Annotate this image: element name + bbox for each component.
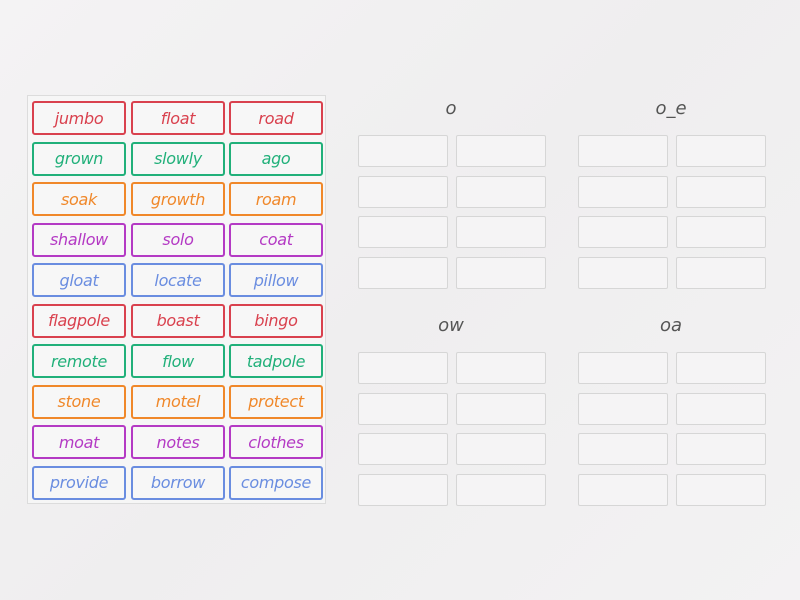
drop-slot[interactable] [578, 135, 668, 167]
word-card-tadpole[interactable]: tadpole [229, 344, 323, 378]
drop-slot[interactable] [578, 473, 668, 506]
word-card-slowly[interactable]: slowly [131, 141, 225, 176]
drop-slot[interactable] [358, 352, 448, 384]
word-card-roam[interactable]: roam [229, 182, 323, 216]
drop-slot[interactable] [456, 473, 546, 506]
word-card-boast[interactable]: boast [131, 303, 225, 338]
drop-slot[interactable] [676, 256, 766, 289]
group-title-1: o_e [655, 98, 687, 119]
drop-slot[interactable] [358, 433, 448, 465]
drop-slot[interactable] [676, 352, 766, 384]
word-card-stone[interactable]: stone [32, 384, 126, 419]
word-card-notes[interactable]: notes [131, 425, 225, 459]
word-card-grown[interactable]: grown [32, 141, 126, 176]
drop-slot[interactable] [456, 433, 546, 465]
drop-slot[interactable] [676, 135, 766, 167]
word-card-flow[interactable]: flow [131, 344, 225, 378]
drop-slot[interactable] [676, 175, 766, 208]
drop-slot[interactable] [578, 433, 668, 465]
drop-slot[interactable] [358, 392, 448, 425]
word-card-jumbo[interactable]: jumbo [32, 101, 126, 135]
drop-slot[interactable] [456, 216, 546, 248]
drop-slot[interactable] [456, 352, 546, 384]
drop-slot[interactable] [578, 256, 668, 289]
drop-slot[interactable] [456, 392, 546, 425]
word-card-borrow[interactable]: borrow [131, 465, 225, 500]
word-card-locate[interactable]: locate [131, 263, 225, 297]
drop-slot[interactable] [358, 473, 448, 506]
word-card-motel[interactable]: motel [131, 384, 225, 419]
word-card-provide[interactable]: provide [32, 465, 126, 500]
drop-slot[interactable] [578, 392, 668, 425]
word-card-protect[interactable]: protect [229, 384, 323, 419]
word-card-tray: jumbo float road grown slowly ago soak growth ro… [27, 95, 326, 504]
group-title-3: oa [659, 315, 683, 336]
drop-slot[interactable] [578, 352, 668, 384]
word-card-soak[interactable]: soak [32, 182, 126, 216]
word-card-flagpole[interactable]: flagpole [32, 303, 126, 338]
drop-slot[interactable] [358, 216, 448, 248]
word-card-bingo[interactable]: bingo [229, 303, 323, 338]
drop-slot[interactable] [676, 473, 766, 506]
drop-slot[interactable] [676, 392, 766, 425]
word-card-compose[interactable]: compose [229, 465, 323, 500]
drop-slot[interactable] [578, 175, 668, 208]
word-card-coat[interactable]: coat [229, 222, 323, 257]
word-card-float[interactable]: float [131, 101, 225, 135]
word-card-moat[interactable]: moat [32, 425, 126, 459]
drop-slot[interactable] [456, 175, 546, 208]
drop-slot[interactable] [358, 135, 448, 167]
drop-slot[interactable] [358, 175, 448, 208]
drop-slot[interactable] [676, 433, 766, 465]
drop-slot[interactable] [676, 216, 766, 248]
group-title-0: o [445, 98, 457, 119]
group-title-2: ow [438, 315, 464, 336]
drop-slot[interactable] [358, 256, 448, 289]
word-card-shallow[interactable]: shallow [32, 222, 126, 257]
drop-slot[interactable] [456, 256, 546, 289]
word-card-gloat[interactable]: gloat [32, 263, 126, 297]
drop-slot[interactable] [456, 135, 546, 167]
word-card-ago[interactable]: ago [229, 141, 323, 176]
word-card-remote[interactable]: remote [32, 344, 126, 378]
drop-slot[interactable] [578, 216, 668, 248]
word-card-road[interactable]: road [229, 101, 323, 135]
word-card-growth[interactable]: growth [131, 182, 225, 216]
word-card-solo[interactable]: solo [131, 222, 225, 257]
word-card-pillow[interactable]: pillow [229, 263, 323, 297]
word-card-clothes[interactable]: clothes [229, 425, 323, 459]
